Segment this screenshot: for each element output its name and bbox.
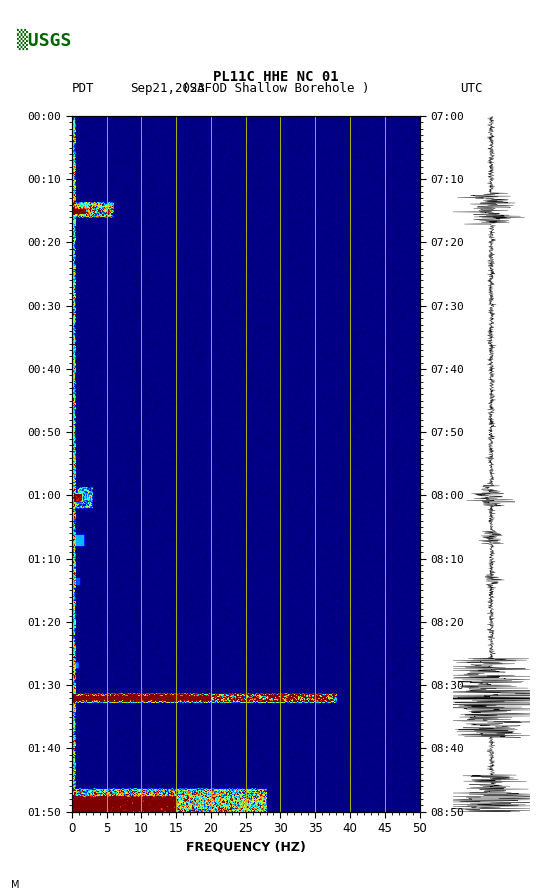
Text: PDT: PDT — [72, 81, 94, 95]
Text: UTC: UTC — [460, 81, 483, 95]
Text: PL11C HHE NC 01: PL11C HHE NC 01 — [213, 70, 339, 84]
Text: M: M — [11, 880, 19, 890]
Text: (SAFOD Shallow Borehole ): (SAFOD Shallow Borehole ) — [182, 81, 370, 95]
Text: Sep21,2023: Sep21,2023 — [130, 81, 205, 95]
X-axis label: FREQUENCY (HZ): FREQUENCY (HZ) — [185, 840, 306, 854]
Text: ▒USGS: ▒USGS — [17, 29, 71, 50]
